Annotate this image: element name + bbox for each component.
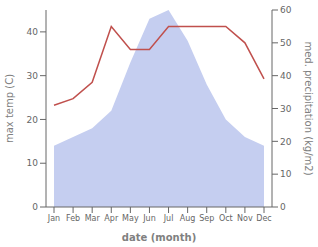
svg-text:30: 30 xyxy=(27,71,39,81)
svg-text:20: 20 xyxy=(27,115,39,125)
svg-text:Aug: Aug xyxy=(180,214,196,223)
svg-text:Jan: Jan xyxy=(47,214,60,223)
svg-text:Apr: Apr xyxy=(104,214,119,223)
svg-text:Jul: Jul xyxy=(163,214,174,223)
svg-text:20: 20 xyxy=(280,137,292,147)
svg-text:10: 10 xyxy=(27,158,39,168)
svg-text:Oct: Oct xyxy=(219,214,233,223)
svg-text:date (month): date (month) xyxy=(122,232,196,243)
svg-text:0: 0 xyxy=(32,202,38,212)
svg-text:Dec: Dec xyxy=(256,214,271,223)
svg-text:Sep: Sep xyxy=(199,214,214,223)
svg-text:med. precipitation (kg/m2): med. precipitation (kg/m2) xyxy=(303,41,310,175)
svg-text:30: 30 xyxy=(280,104,292,114)
svg-text:Mar: Mar xyxy=(85,214,101,223)
svg-text:50: 50 xyxy=(280,38,292,48)
svg-text:May: May xyxy=(122,214,139,223)
svg-text:max temp (C): max temp (C) xyxy=(8,74,15,143)
svg-text:0: 0 xyxy=(280,202,286,212)
svg-text:Nov: Nov xyxy=(237,214,253,223)
svg-text:Jun: Jun xyxy=(142,214,156,223)
svg-text:Feb: Feb xyxy=(66,214,80,223)
svg-text:60: 60 xyxy=(280,5,292,15)
svg-text:40: 40 xyxy=(27,27,39,37)
svg-text:40: 40 xyxy=(280,71,292,81)
svg-text:10: 10 xyxy=(280,169,292,179)
